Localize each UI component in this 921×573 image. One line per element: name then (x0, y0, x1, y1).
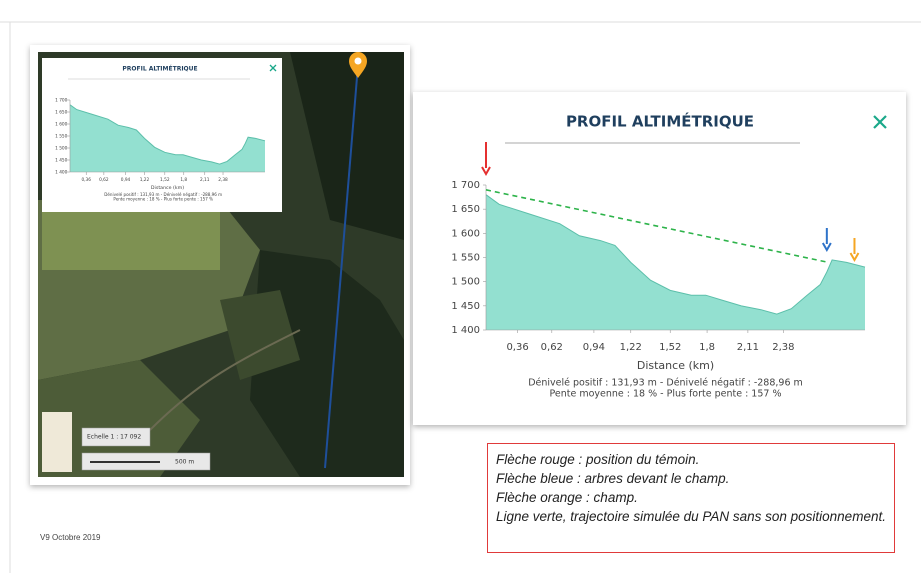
inset-y-tick-label: 1 400 (55, 170, 68, 176)
inset-x-tick-label: 2,11 (200, 177, 210, 183)
caption: Flèche rouge : position du témoin. Flèch… (487, 443, 895, 553)
x-axis-label: Distance (km) (637, 359, 714, 372)
x-tick-label: 0,94 (583, 342, 605, 353)
x-tick-label: 1,52 (659, 342, 681, 353)
page: Echelle 1 : 17 092 500 m PROFIL ALTIMÉTR… (0, 0, 921, 573)
caption-line: Flèche orange : champ. (496, 488, 886, 507)
map-scale: Echelle 1 : 17 092 (87, 434, 141, 441)
x-tick-label: 1,22 (620, 342, 642, 353)
map-scale-bar: 500 m (175, 459, 194, 466)
caption-line: Flèche bleue : arbres devant le champ. (496, 469, 886, 488)
inset-y-tick-label: 1 600 (55, 122, 68, 128)
y-tick-label: 1 400 (451, 325, 480, 336)
inset-x-tick-label: 0,62 (99, 177, 109, 183)
inset-x-tick-label: 1,22 (140, 177, 150, 183)
x-tick-label: 1,8 (699, 342, 715, 353)
caption-line: Flèche rouge : position du témoin. (496, 450, 886, 469)
x-tick-label: 2,38 (772, 342, 794, 353)
y-tick-label: 1 550 (451, 253, 480, 264)
inset-x-tick-label: 2,38 (218, 177, 228, 183)
inset-x-tick-label: 0,36 (81, 177, 91, 183)
stats: Pente moyenne : 18 % - Plus forte pente … (549, 389, 781, 400)
inset-y-tick-label: 1 450 (55, 158, 68, 164)
inset-title: PROFIL ALTIMÉTRIQUE (122, 65, 197, 73)
x-tick-label: 0,62 (541, 342, 563, 353)
y-tick-label: 1 600 (451, 228, 480, 239)
chart-title: PROFIL ALTIMÉTRIQUE (566, 112, 754, 131)
y-tick-label: 1 500 (451, 277, 480, 288)
inset-x-tick-label: 0,94 (121, 177, 131, 183)
caption-line: Ligne verte, trajectoire simulée du PAN … (496, 507, 886, 526)
x-tick-label: 0,36 (506, 342, 528, 353)
y-tick-label: 1 650 (451, 204, 480, 215)
inset-x-axis-label: Distance (km) (151, 185, 184, 191)
inset-stats: Pente moyenne : 18 % - Plus forte pente … (113, 197, 213, 202)
inset-y-tick-label: 1 700 (55, 98, 68, 104)
y-tick-label: 1 700 (451, 180, 480, 191)
inset-x-tick-label: 1,8 (180, 177, 187, 183)
x-tick-label: 2,11 (737, 342, 759, 353)
inset-y-tick-label: 1 650 (55, 110, 68, 116)
inset-x-tick-label: 1,52 (160, 177, 170, 183)
inset-y-tick-label: 1 500 (55, 146, 68, 152)
y-tick-label: 1 450 (451, 301, 480, 312)
inset-y-tick-label: 1 550 (55, 134, 68, 140)
stats: Dénivelé positif : 131,93 m - Dénivelé n… (528, 378, 803, 389)
footer: V9 Octobre 2019 (40, 533, 101, 542)
